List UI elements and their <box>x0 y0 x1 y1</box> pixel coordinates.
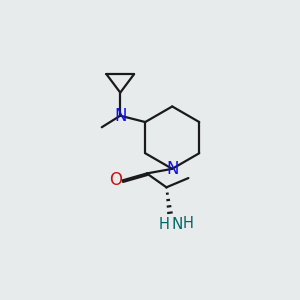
Text: N: N <box>171 217 182 232</box>
Text: H: H <box>183 216 194 231</box>
Text: O: O <box>110 171 123 189</box>
Text: H: H <box>159 217 170 232</box>
Text: N: N <box>166 160 178 178</box>
Text: N: N <box>114 107 127 125</box>
